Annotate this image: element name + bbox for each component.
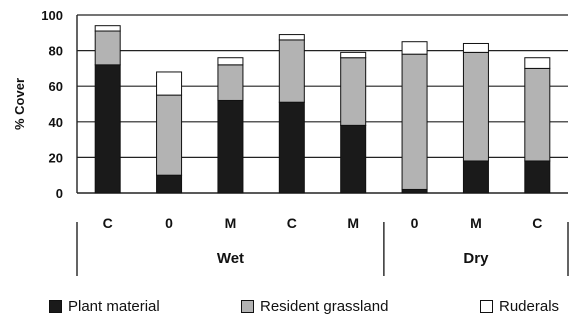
bar-segment-plant-material xyxy=(524,160,551,194)
y-axis-title: % Cover xyxy=(12,78,27,130)
x-category-label: M xyxy=(225,215,237,231)
bar-segment-resident-grassland xyxy=(401,53,428,190)
x-category-label: M xyxy=(470,215,482,231)
y-tick-label: 100 xyxy=(41,8,63,23)
bar-segment-resident-grassland xyxy=(94,30,121,66)
legend-item-ruderals: Ruderals xyxy=(480,298,559,315)
bar-segment-plant-material xyxy=(340,124,367,194)
bar-segment-ruderals xyxy=(217,57,244,66)
bar-segment-ruderals xyxy=(462,42,489,53)
bar-segment-resident-grassland xyxy=(340,57,367,126)
legend-label-plant-material: Plant material xyxy=(68,298,160,315)
x-category-label: C xyxy=(103,215,113,231)
labels: 0 20 40 60 80 100 C 0 M C M 0 M C Wet Dry xyxy=(41,8,542,267)
y-tick-label: 20 xyxy=(49,150,63,165)
group-label-wet: Wet xyxy=(217,250,244,267)
y-tick-label: 80 xyxy=(49,44,63,59)
legend-swatch-ruderals xyxy=(480,300,493,313)
bar-segment-ruderals xyxy=(340,51,367,59)
x-category-label: 0 xyxy=(411,215,419,231)
bar-segment-ruderals xyxy=(94,25,121,32)
bar-segment-resident-grassland xyxy=(524,67,551,162)
bar-segment-plant-material xyxy=(401,188,428,194)
x-category-label: C xyxy=(532,215,542,231)
bar-segment-plant-material xyxy=(217,99,244,194)
y-tick-label: 40 xyxy=(49,115,63,130)
legend-swatch-resident-grassland xyxy=(241,300,254,313)
legend-swatch-plant-material xyxy=(49,300,62,313)
bar-segment-plant-material xyxy=(462,160,489,194)
stacked-bar-chart: 0 20 40 60 80 100 C 0 M C M 0 M C Wet Dry % Cover xyxy=(12,8,569,276)
bar-segment-resident-grassland xyxy=(217,64,244,101)
legend-item-plant-material: Plant material xyxy=(49,298,160,315)
x-category-label: C xyxy=(287,215,297,231)
legend-item-resident-grassland: Resident grassland xyxy=(241,298,388,315)
bar-segment-resident-grassland xyxy=(156,94,183,176)
bar-segment-ruderals xyxy=(401,41,428,55)
axes xyxy=(76,15,569,276)
y-tick-label: 60 xyxy=(49,79,63,94)
legend-label-resident-grassland: Resident grassland xyxy=(260,298,389,315)
gridlines xyxy=(77,14,568,158)
y-tick-label: 0 xyxy=(56,186,63,201)
bar-segment-plant-material xyxy=(94,64,121,194)
x-category-label: 0 xyxy=(165,215,173,231)
bars xyxy=(94,25,551,194)
legend-label-ruderals: Ruderals xyxy=(499,298,560,315)
bar-segment-resident-grassland xyxy=(462,51,489,162)
bar-segment-plant-material xyxy=(278,101,305,194)
bar-segment-ruderals xyxy=(524,57,551,69)
bar-segment-ruderals xyxy=(278,34,305,41)
bar-segment-plant-material xyxy=(156,174,183,194)
bar-segment-resident-grassland xyxy=(278,39,305,103)
x-category-label: M xyxy=(347,215,359,231)
legend: Plant material Resident grassland Rudera… xyxy=(0,296,579,320)
bar-segment-ruderals xyxy=(156,71,183,96)
group-label-dry: Dry xyxy=(463,250,489,267)
